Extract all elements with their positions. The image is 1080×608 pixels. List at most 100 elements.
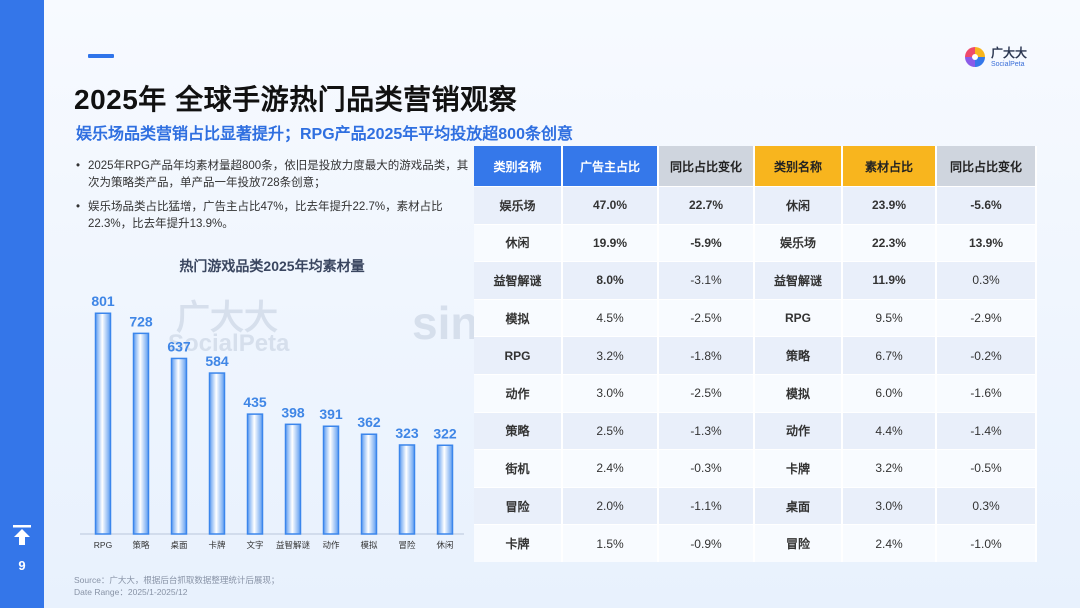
table-cell: 休闲: [474, 223, 563, 262]
bar-卡牌: [208, 372, 226, 535]
data-label: 322: [433, 425, 457, 441]
table-cell: 23.9%: [842, 186, 937, 225]
x-tick-label: 卡牌: [208, 540, 226, 550]
table-cell: RPG: [474, 336, 563, 375]
table-cell: 2.0%: [562, 486, 659, 525]
table-cell: -0.5%: [936, 449, 1037, 488]
table-cell: 4.5%: [562, 298, 659, 337]
table-cell: 街机: [474, 449, 563, 488]
table-row: 休闲 19.9% -5.9% 娱乐场 22.3% 13.9%: [474, 223, 1037, 262]
table-cell: 22.7%: [658, 186, 755, 225]
source-line: Source：广大大，根据后台抓取数据整理统计后展现；: [74, 575, 280, 585]
bar-chart: 801 RPG 728 策略 637 桌面 584 卡牌 435 文字 398 益智解谜 391 动作 36…: [80, 293, 464, 550]
logo-text-en: SocialPeta: [991, 60, 1025, 68]
bar-益智解谜: [284, 423, 302, 535]
table-cell: 桌面: [754, 486, 843, 525]
table-cell: 0.3%: [936, 261, 1037, 300]
table-row: 动作 3.0% -2.5% 模拟 6.0% -1.6%: [474, 373, 1037, 413]
table-row: 街机 2.4% -0.3% 卡牌 3.2% -0.5%: [474, 449, 1037, 488]
table-cell: 娱乐场: [474, 186, 563, 225]
table-cell: 47.0%: [562, 186, 659, 225]
table-row: 益智解谜 8.0% -3.1% 益智解谜 11.9% 0.3%: [474, 261, 1037, 300]
data-label: 323: [395, 425, 419, 441]
data-label: 637: [167, 338, 191, 354]
table-row: 冒险 2.0% -1.1% 桌面 3.0% 0.3%: [474, 486, 1037, 525]
table-cell: 卡牌: [474, 524, 563, 562]
table-cell: 动作: [474, 373, 563, 413]
table-cell: 策略: [474, 411, 563, 450]
bar-冒险: [398, 444, 416, 535]
table-header: 类别名称: [754, 146, 843, 187]
table-row: 娱乐场 47.0% 22.7% 休闲 23.9% -5.6%: [474, 186, 1037, 225]
table-cell: -1.8%: [658, 336, 755, 375]
source-note: Source：广大大，根据后台抓取数据整理统计后展现； Date Range：2…: [74, 574, 279, 598]
x-tick-label: 动作: [322, 540, 340, 550]
table-cell: 卡牌: [754, 449, 843, 488]
bar-策略: [132, 332, 150, 535]
table-cell: -1.3%: [658, 411, 755, 450]
table-cell: 0.3%: [936, 486, 1037, 525]
table-cell: 1.5%: [562, 524, 659, 562]
table-row: RPG 3.2% -1.8% 策略 6.7% -0.2%: [474, 336, 1037, 375]
logo-text-cn: 广大大: [991, 45, 1028, 60]
page-title: 2025年 全球手游热门品类营销观察: [74, 84, 518, 115]
socialpeta-logo-icon: [965, 47, 985, 67]
table-cell: -3.1%: [658, 261, 755, 300]
table-cell: 11.9%: [842, 261, 937, 300]
table-cell: RPG: [754, 298, 843, 337]
table-row: 卡牌 1.5% -0.9% 冒险 2.4% -1.0%: [474, 524, 1037, 562]
table-header: 广告主占比: [562, 146, 659, 187]
page-number: 9: [18, 558, 26, 573]
table-cell: 6.0%: [842, 373, 937, 413]
table-cell: 益智解谜: [754, 261, 843, 300]
table-cell: 13.9%: [936, 223, 1037, 262]
x-tick-label: 模拟: [360, 540, 378, 550]
table-cell: 4.4%: [842, 411, 937, 450]
data-label: 435: [243, 394, 267, 410]
bar-休闲: [436, 444, 454, 535]
bar-桌面: [170, 357, 188, 535]
table-header: 素材占比: [842, 146, 937, 187]
table-cell: 8.0%: [562, 261, 659, 300]
table-cell: 6.7%: [842, 336, 937, 375]
date-range-line: Date Range：2025/1-2025/12: [74, 587, 188, 597]
table-cell: 22.3%: [842, 223, 937, 262]
table-cell: -0.9%: [658, 524, 755, 562]
table-cell: -1.4%: [936, 411, 1037, 450]
data-label: 398: [281, 404, 305, 420]
table-cell: 2.5%: [562, 411, 659, 450]
x-tick-label: 策略: [132, 540, 150, 550]
table-cell: 休闲: [754, 186, 843, 225]
table-header-row: 类别名称 广告主占比 同比占比变化 类别名称 素材占比 同比占比变化: [474, 146, 1037, 187]
x-tick-label: RPG: [94, 540, 112, 550]
table-cell: 动作: [754, 411, 843, 450]
table-cell: 3.2%: [842, 449, 937, 488]
page-subtitle: 娱乐场品类营销占比显著提升；RPG产品2025年平均投放超800条创意: [76, 126, 573, 143]
table-cell: -1.1%: [658, 486, 755, 525]
x-tick-label: 冒险: [398, 540, 416, 550]
bullet-item: 2025年RPG产品年均素材量超800条，依旧是投放力度最大的游戏品类，其次为策…: [74, 158, 470, 192]
table-cell: 娱乐场: [754, 223, 843, 262]
table-cell: -1.6%: [936, 373, 1037, 413]
table-cell: -0.3%: [658, 449, 755, 488]
data-label: 391: [319, 406, 343, 422]
table-cell: 19.9%: [562, 223, 659, 262]
table-cell: 2.4%: [562, 449, 659, 488]
accent-bar: [88, 54, 114, 58]
table-header: 类别名称: [474, 146, 563, 187]
table-cell: 3.2%: [562, 336, 659, 375]
table-cell: 模拟: [754, 373, 843, 413]
bar-文字: [246, 413, 264, 535]
x-tick-label: 桌面: [170, 540, 188, 550]
table-cell: 3.0%: [842, 486, 937, 525]
chart-title: 热门游戏品类2025年均素材量: [179, 258, 365, 274]
table-cell: -0.2%: [936, 336, 1037, 375]
bullet-list: 2025年RPG产品年均素材量超800条，依旧是投放力度最大的游戏品类，其次为策…: [74, 158, 470, 240]
back-to-top-icon[interactable]: [12, 524, 32, 546]
table-cell: -2.5%: [658, 373, 755, 413]
table-cell: 策略: [754, 336, 843, 375]
bar-RPG: [94, 312, 112, 535]
x-tick-label: 休闲: [436, 540, 453, 550]
left-rail: 9: [0, 0, 44, 608]
table-row: 模拟 4.5% -2.5% RPG 9.5% -2.9%: [474, 298, 1037, 337]
